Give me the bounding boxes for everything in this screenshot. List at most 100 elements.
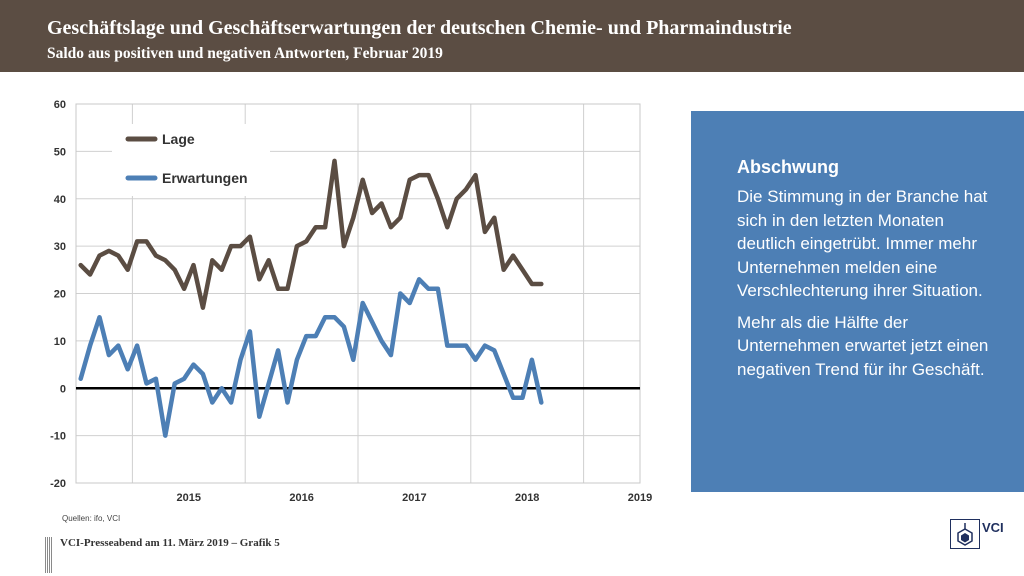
- vci-logo-icon: [950, 519, 980, 549]
- plot-frame: [75, 103, 641, 484]
- data-point-erwartungen: [239, 359, 242, 361]
- data-point-erwartungen: [249, 330, 251, 333]
- data-point-lage: [79, 264, 82, 266]
- data-point-erwartungen: [352, 359, 355, 361]
- data-point-lage: [512, 254, 514, 257]
- data-point-lage: [380, 202, 383, 205]
- data-point-erwartungen: [493, 349, 496, 352]
- data-point-lage: [249, 235, 251, 238]
- data-point-lage: [211, 259, 214, 262]
- data-point-lage: [343, 245, 345, 247]
- data-point-lage: [408, 179, 411, 181]
- data-point-lage: [202, 306, 204, 309]
- y-tick-label: 10: [54, 336, 66, 348]
- info-paragraph-1: Die Stimmung in der Branche hat sich in …: [737, 187, 988, 300]
- data-point-erwartungen: [324, 316, 326, 318]
- data-point-lage: [173, 269, 176, 271]
- data-point-erwartungen: [427, 287, 430, 290]
- data-point-lage: [352, 216, 355, 219]
- data-point-erwartungen: [108, 354, 110, 356]
- legend-label: Lage: [162, 131, 195, 147]
- page-subtitle: Saldo aus positiven und negativen Antwor…: [47, 45, 443, 62]
- data-point-lage: [521, 269, 524, 271]
- data-point-erwartungen: [540, 401, 543, 404]
- data-point-erwartungen: [465, 344, 467, 347]
- data-point-lage: [484, 231, 486, 233]
- data-point-lage: [145, 240, 148, 243]
- data-point-erwartungen: [305, 335, 308, 337]
- x-tick-label: 2019: [628, 492, 652, 504]
- data-point-erwartungen: [296, 359, 298, 361]
- data-point-lage: [230, 245, 232, 247]
- data-point-erwartungen: [230, 401, 232, 404]
- data-point-erwartungen: [286, 401, 289, 404]
- data-point-erwartungen: [446, 344, 449, 347]
- source-note: Quellen: ifo, VCI: [62, 514, 121, 523]
- y-tick-label: 20: [54, 289, 66, 301]
- data-point-erwartungen: [408, 302, 411, 304]
- vci-logo-text: VCI: [982, 520, 1004, 535]
- data-point-lage: [465, 188, 467, 191]
- data-point-lage: [455, 197, 458, 200]
- data-point-lage: [427, 174, 430, 176]
- data-point-erwartungen: [474, 359, 477, 361]
- y-tick-label: 60: [54, 99, 66, 111]
- data-point-lage: [314, 226, 317, 228]
- data-point-lage: [493, 216, 496, 219]
- data-point-erwartungen: [258, 415, 261, 418]
- data-point-lage: [390, 226, 392, 228]
- data-point-erwartungen: [211, 401, 214, 404]
- data-point-erwartungen: [361, 302, 364, 304]
- data-point-lage: [502, 269, 505, 271]
- y-tick-label: -10: [50, 431, 66, 443]
- header-bar: Geschäftslage und Geschäftserwartungen d…: [0, 0, 1024, 72]
- data-point-lage: [258, 278, 261, 281]
- data-point-lage: [437, 197, 439, 200]
- x-tick-label: 2018: [515, 492, 539, 504]
- data-point-lage: [108, 250, 110, 252]
- data-point-erwartungen: [502, 373, 505, 375]
- data-point-erwartungen: [192, 363, 195, 366]
- data-point-erwartungen: [98, 316, 101, 318]
- x-tick-label: 2017: [402, 492, 426, 504]
- data-point-erwartungen: [390, 354, 392, 356]
- data-point-lage: [220, 269, 223, 271]
- data-point-erwartungen: [521, 396, 524, 399]
- info-box: Abschwung Die Stimmung in der Branche ha…: [691, 111, 1024, 492]
- series-line-lage: [78, 158, 544, 310]
- data-point-lage: [136, 240, 138, 243]
- info-title: Abschwung: [737, 157, 839, 177]
- data-point-erwartungen: [173, 382, 176, 385]
- y-tick-label: 50: [54, 146, 66, 158]
- data-point-erwartungen: [371, 321, 373, 323]
- data-point-lage: [239, 245, 242, 247]
- data-point-erwartungen: [512, 396, 514, 399]
- legend: Lage Erwartungen: [112, 124, 270, 196]
- data-point-lage: [117, 254, 120, 257]
- data-point-lage: [361, 179, 364, 181]
- data-point-erwartungen: [531, 359, 533, 361]
- data-point-lage: [418, 174, 420, 176]
- data-point-erwartungen: [380, 340, 383, 342]
- data-point-lage: [98, 254, 101, 257]
- data-point-lage: [540, 283, 543, 285]
- y-tick-label: 30: [54, 241, 66, 253]
- data-point-erwartungen: [183, 377, 185, 380]
- data-point-lage: [286, 287, 289, 290]
- data-point-erwartungen: [333, 316, 336, 318]
- footer-text: VCI-Presseabend am 11. März 2019 – Grafi…: [60, 537, 280, 549]
- data-point-erwartungen: [437, 287, 439, 290]
- data-point-lage: [305, 240, 308, 243]
- data-point-erwartungen: [399, 292, 402, 295]
- data-point-erwartungen: [145, 382, 148, 385]
- data-point-erwartungen: [202, 373, 204, 375]
- data-point-lage: [399, 216, 402, 219]
- data-point-erwartungen: [220, 387, 223, 390]
- data-point-erwartungen: [314, 335, 317, 337]
- data-point-erwartungen: [126, 368, 129, 371]
- x-tick-label: 2016: [289, 492, 313, 504]
- data-point-lage: [371, 212, 373, 214]
- y-tick-label: 40: [54, 194, 66, 206]
- footer-decoration: [45, 537, 53, 573]
- data-point-lage: [446, 226, 449, 228]
